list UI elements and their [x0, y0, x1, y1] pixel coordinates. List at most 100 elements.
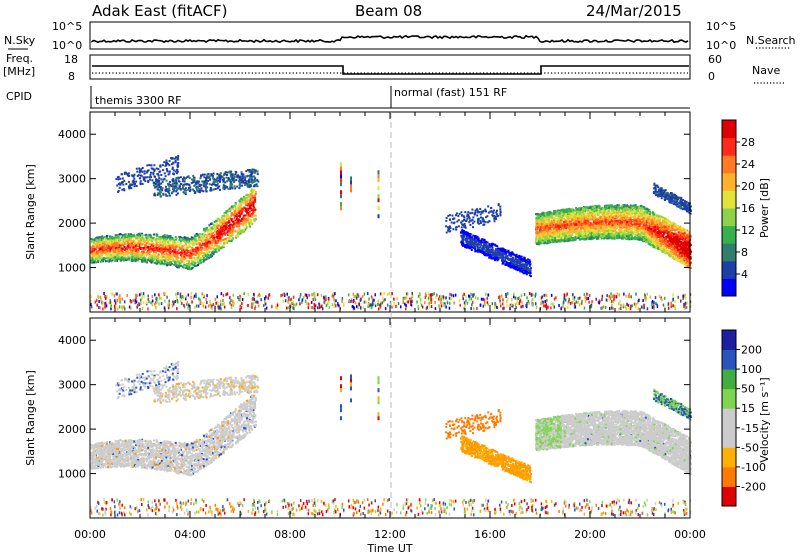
data-cell: [104, 246, 106, 248]
data-cell: [445, 220, 447, 222]
data-cell: [235, 224, 237, 226]
data-cell: [522, 260, 524, 262]
data-cell: [479, 208, 481, 210]
data-cell: [217, 187, 219, 189]
data-cell: [217, 242, 219, 244]
data-cell: [517, 269, 519, 271]
data-cell: [180, 258, 182, 260]
data-cell: [178, 236, 180, 238]
data-cell: [176, 194, 178, 196]
data-cell: [206, 252, 208, 254]
data-cell: [174, 158, 176, 160]
radar-title: Adak East (fitACF): [92, 2, 227, 20]
data-cell: [103, 242, 105, 244]
data-cell: [238, 222, 240, 224]
data-cell: [524, 257, 526, 259]
data-cell: [173, 247, 175, 249]
data-cell: [157, 256, 159, 258]
data-cell: [131, 183, 133, 185]
data-cell: [206, 234, 208, 236]
data-cell: [166, 264, 168, 266]
data-cell: [493, 257, 495, 259]
data-cell: [159, 262, 161, 264]
data-cell: [497, 251, 499, 253]
data-cell: [147, 170, 149, 172]
data-cell: [516, 260, 518, 262]
data-cell: [181, 248, 183, 250]
data-cell: [103, 259, 105, 261]
data-cell: [219, 179, 221, 181]
data-cell: [251, 216, 253, 218]
data-cell: [128, 181, 130, 183]
data-cell: [115, 245, 117, 247]
data-cell: [197, 261, 199, 263]
data-cell: [197, 264, 199, 266]
data-cell: [138, 251, 140, 253]
data-cell: [171, 238, 173, 240]
data-cell: [174, 251, 176, 253]
data-cell: [233, 205, 235, 207]
data-cell: [203, 185, 205, 187]
data-cell: [106, 245, 108, 247]
data-cell: [483, 252, 485, 254]
data-cell: [488, 257, 490, 259]
data-cell: [156, 183, 158, 185]
data-cell: [214, 184, 216, 186]
data-cell: [234, 230, 236, 232]
data-cell: [192, 175, 194, 177]
data-cell: [246, 214, 248, 216]
data-cell: [521, 271, 523, 273]
data-cell: [104, 258, 106, 260]
data-cell: [134, 185, 136, 187]
data-cell: [161, 178, 163, 180]
data-cell: [150, 174, 152, 176]
data-cell: [495, 218, 497, 220]
data-cell: [493, 252, 495, 254]
data-cell: [185, 192, 187, 194]
data-cell: [378, 206, 380, 210]
data-cell: [499, 208, 501, 210]
data-cell: [200, 184, 202, 186]
data-cell: [215, 220, 217, 222]
data-cell: [146, 253, 148, 255]
data-cell: [185, 187, 187, 189]
data-cell: [498, 203, 500, 205]
data-cell: [186, 252, 188, 254]
data-cell: [478, 218, 480, 220]
data-cell: [180, 254, 182, 256]
data-cell: [176, 252, 178, 254]
data-cell: [229, 188, 231, 190]
data-cell: [176, 165, 178, 167]
data-cell: [197, 257, 199, 259]
data-cell: [521, 256, 523, 258]
data-cell: [474, 236, 476, 238]
data-cell: [172, 157, 174, 159]
data-cell: [135, 259, 137, 261]
data-cell: [216, 225, 218, 227]
data-cell: [97, 261, 99, 263]
data-cell: [474, 214, 476, 216]
data-cell: [141, 261, 143, 263]
data-cell: [211, 227, 213, 229]
data-cell: [254, 197, 256, 199]
data-cell: [180, 252, 182, 254]
data-cell: [138, 238, 140, 240]
data-cell: [101, 239, 103, 241]
data-cell: [251, 177, 253, 179]
data-cell: [476, 215, 478, 217]
data-cell: [200, 254, 202, 256]
data-cell: [165, 186, 167, 188]
data-cell: [236, 230, 238, 232]
data-cell: [114, 253, 116, 255]
data-cell: [223, 221, 225, 223]
data-cell: [219, 189, 221, 191]
data-cell: [202, 244, 204, 246]
data-cell: [235, 179, 237, 181]
data-cell: [107, 260, 109, 262]
data-cell: [494, 220, 496, 222]
data-cell: [469, 247, 471, 249]
freq-label: Freq.: [6, 52, 33, 65]
data-cell: [255, 193, 257, 195]
data-cell: [469, 212, 471, 214]
data-cell: [224, 233, 226, 235]
